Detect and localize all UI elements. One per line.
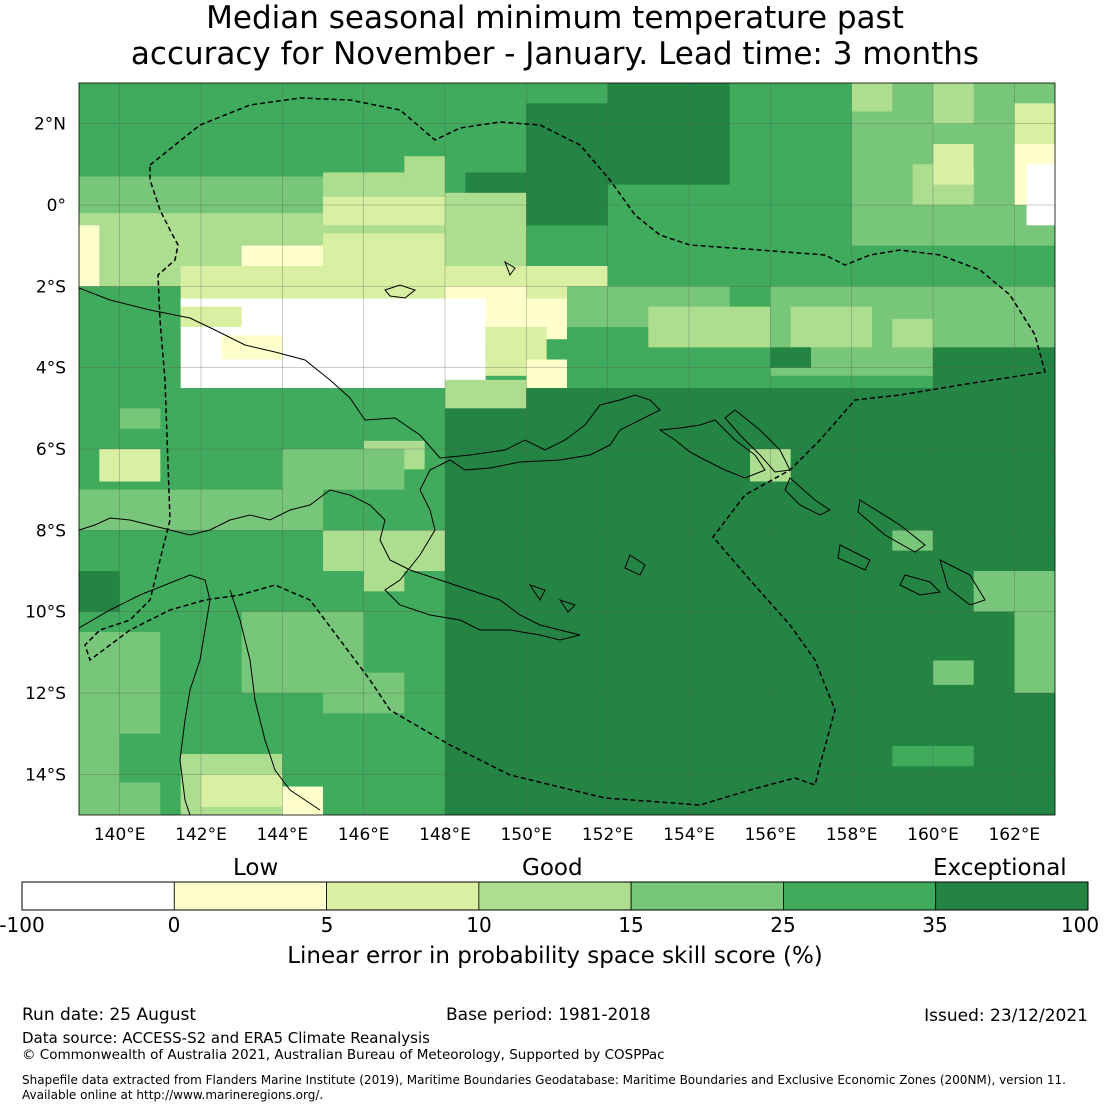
map-frame: [78, 82, 1056, 816]
longitude-tick-label: 144°E: [256, 825, 308, 845]
skill-cell: [1026, 164, 1055, 226]
shapefile-credit-line-1: Shapefile data extracted from Flanders M…: [22, 1073, 1066, 1087]
longitude-tick-label: 158°E: [826, 825, 878, 845]
latitude-tick-label: 4°S: [36, 359, 66, 379]
eez-boundaries: [84, 97, 1046, 806]
skill-cell: [770, 347, 811, 368]
skill-cell: [526, 103, 608, 185]
latitude-tick-label: 2°S: [36, 277, 66, 297]
colorbar-swatch: [630, 881, 784, 911]
australia-coastline: [79, 574, 321, 815]
colorbar-swatch: [21, 881, 175, 911]
latitude-tick-label: 10°S: [25, 603, 66, 623]
new-guinea-coastline: [79, 287, 661, 641]
longitude-tick-label: 146°E: [338, 825, 390, 845]
skill-cell: [933, 144, 974, 185]
colorbar-category-low: Low: [233, 855, 279, 881]
longitude-tick-label: 156°E: [744, 825, 796, 845]
skill-cell: [180, 306, 242, 327]
new-ireland-coastline: [724, 409, 791, 473]
skill-cell: [221, 335, 283, 360]
map-content: [79, 83, 1055, 815]
colorbar-label: Linear error in probability space skill …: [287, 943, 823, 969]
shapefile-credit-line-2: Available online at http://www.marinereg…: [22, 1088, 324, 1102]
skill-cell: [445, 379, 527, 409]
colorbar-tick: 25: [770, 913, 796, 937]
skill-cell: [79, 225, 100, 287]
skill-map: 140°E 142°E 144°E 146°E 148°E 150°E 152°E 154°E…: [25, 82, 1056, 845]
longitude-tick-label: 140°E: [94, 825, 146, 845]
skill-cell: [404, 156, 445, 197]
colorbar-swatch: [173, 881, 327, 911]
title-line-2: accuracy for November - January. Lead ti…: [130, 36, 980, 72]
colorbar-category-exceptional: Exceptional: [933, 855, 1067, 881]
skill-cell: [445, 591, 486, 620]
run-date: Run date: 25 August: [22, 1005, 196, 1025]
skill-cell: [1014, 611, 1055, 693]
skill-cell: [933, 83, 974, 124]
issued-date: Issued: 23/12/2021: [924, 1006, 1088, 1026]
solomon-islands-coastline: [837, 499, 986, 606]
colorbar-tick: 15: [618, 913, 644, 937]
chart-title: Median seasonal minimum temperature past…: [0, 0, 1110, 72]
latitude-tick-label: 2°N: [34, 115, 66, 135]
map-panel: 140°E 142°E 144°E 146°E 148°E 150°E 152°E 154°E…: [25, 82, 1056, 845]
skill-cell: [933, 660, 974, 685]
longitude-tick-label: 150°E: [500, 825, 552, 845]
skill-cell: [282, 449, 405, 490]
skill-cell: [892, 530, 933, 551]
colorbar-tick: 0: [167, 913, 181, 937]
longitude-tick-label: 154°E: [663, 825, 715, 845]
colorbar-tick: 10: [466, 913, 492, 937]
bougainville-coastline: [784, 477, 831, 516]
skill-cell: [648, 306, 771, 348]
latitude-tick-label: 8°S: [36, 521, 66, 541]
data-source: Data source: ACCESS-S2 and ERA5 Climate …: [22, 1029, 430, 1047]
longitude-tick-label: 152°E: [582, 825, 634, 845]
title-line-1: Median seasonal minimum temperature past: [206, 0, 904, 36]
colorbar-tick: 100: [1060, 913, 1100, 937]
skill-cell: [79, 571, 120, 612]
longitude-tick-label: 142°E: [175, 825, 227, 845]
png-eez-boundary: [84, 97, 1046, 806]
latitude-tick-label: 0°: [47, 196, 66, 216]
skill-cell: [790, 306, 872, 348]
colorbar-tick: -100: [0, 913, 45, 937]
skill-cell: [201, 774, 283, 807]
colorbar-swatch: [478, 881, 632, 911]
latitude-tick-label: 12°S: [25, 684, 66, 704]
skill-cell: [851, 83, 893, 112]
copyright-notice: © Commonwealth of Australia 2021, Austra…: [22, 1047, 665, 1063]
skill-cell: [607, 83, 730, 185]
longitude-tick-labels: 140°E 142°E 144°E 146°E 148°E 150°E 152°E 154°E…: [94, 825, 1040, 845]
colorbar-swatches: [21, 881, 1089, 911]
skill-cell: [892, 318, 933, 348]
colorbar-swatch: [326, 881, 480, 911]
colorbar-tick: 35: [922, 913, 948, 937]
latitude-tick-label: 6°S: [36, 440, 66, 460]
skill-cell: [79, 489, 120, 510]
latitude-tick-labels: 2°N 0° 2°S 4°S 6°S 8°S 10°S 12°S 14°S: [25, 115, 66, 786]
skill-cell: [363, 550, 405, 592]
longitude-tick-label: 162°E: [988, 825, 1040, 845]
colorbar-swatch: [783, 881, 937, 911]
latitude-tick-label: 14°S: [25, 765, 66, 785]
skill-cell: [119, 733, 181, 783]
colorbar-swatch: [935, 881, 1089, 911]
base-period: Base period: 1981-2018: [446, 1005, 651, 1025]
colorbar-outline: [21, 881, 1089, 911]
skill-cell: [119, 408, 161, 429]
new-britain-coastline: [658, 419, 766, 479]
colorbar-category-good: Good: [522, 855, 583, 881]
skill-cell: [99, 449, 161, 482]
coastlines: [79, 260, 986, 815]
longitude-tick-label: 160°E: [907, 825, 959, 845]
longitude-tick-label: 148°E: [419, 825, 471, 845]
skill-cell: [323, 233, 445, 266]
colorbar-tick: 5: [320, 913, 334, 937]
lat-lon-gridlines: [79, 83, 1055, 815]
skill-cell: [526, 359, 567, 388]
north-coast-islands: [384, 260, 646, 613]
skill-cell: [282, 786, 323, 815]
